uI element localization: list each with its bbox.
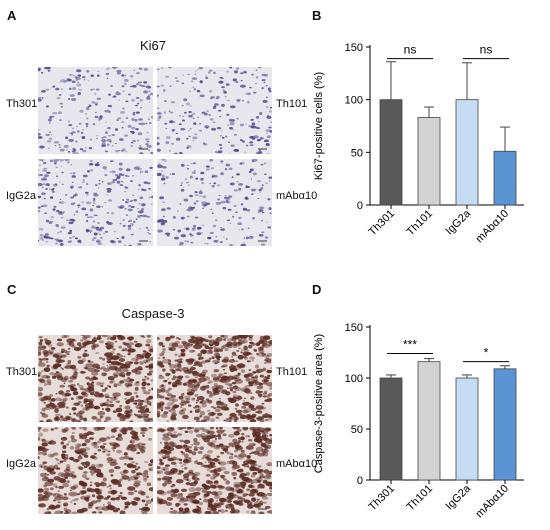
ki67-y-tick-label: 150 bbox=[345, 42, 363, 54]
casp-micrograph-th301 bbox=[38, 335, 153, 422]
panel-letter-c: C bbox=[7, 282, 17, 297]
panel-letter-b: B bbox=[312, 8, 322, 23]
casp-label-th301: Th301 bbox=[6, 366, 38, 378]
casp-category-label: Th301 bbox=[367, 483, 398, 514]
casp-bar bbox=[493, 368, 517, 481]
ki67-y-axis-label: Ki67-positive cells (%) bbox=[313, 72, 325, 180]
casp-micrograph-igg2a bbox=[38, 427, 153, 514]
ki67-title: Ki67 bbox=[139, 38, 167, 53]
ki67-micrograph-th301 bbox=[38, 67, 153, 154]
casp-category-label: mAbα10 bbox=[473, 483, 511, 521]
ki67-label-th301: Th301 bbox=[6, 98, 38, 110]
ki67-micrograph-th101 bbox=[157, 67, 272, 154]
ki67-significance-label: ns bbox=[404, 43, 417, 57]
panel-letter-a: A bbox=[7, 8, 17, 23]
ki67-y-tick-label: 0 bbox=[357, 200, 363, 212]
casp-label-igg2a: IgG2a bbox=[6, 458, 36, 470]
casp-micrograph-mabalpha10 bbox=[157, 427, 272, 514]
casp-y-tick-label: 150 bbox=[345, 322, 363, 334]
casp-label-mabalpha10: mAbα10 bbox=[276, 458, 318, 470]
ki67-label-mabalpha10: mAbα10 bbox=[276, 190, 318, 202]
ki67-y-tick-label: 100 bbox=[345, 95, 363, 107]
panel-letter-d: D bbox=[312, 282, 322, 297]
casp-y-tick-label: 100 bbox=[345, 373, 363, 385]
ki67-category-label: Th101 bbox=[405, 208, 436, 239]
ki67-y-tick-label: 50 bbox=[351, 147, 363, 159]
casp-category-label: Th101 bbox=[405, 483, 436, 514]
casp-y-axis-label: Caspase-3-positive area (%) bbox=[313, 334, 325, 473]
ki67-category-label: IgG2a bbox=[443, 207, 473, 237]
ki67-label-igg2a: IgG2a bbox=[6, 190, 36, 202]
ki67-bar-chart: Ki67-positive cells (%) 0 50 100 150 Th301 Th1… bbox=[313, 42, 524, 246]
ki67-bar bbox=[455, 99, 479, 206]
ki67-micrograph-igg2a bbox=[38, 159, 153, 246]
ki67-bar bbox=[417, 117, 441, 206]
casp-significance-label: *** bbox=[403, 338, 417, 352]
caspase-bar-chart: Caspase-3-positive area (%) 0 50 100 150 Th30… bbox=[313, 322, 524, 521]
casp-micrograph-th101 bbox=[157, 335, 272, 422]
ki67-micrograph-mabalpha10 bbox=[157, 159, 272, 246]
ki67-category-label: Th301 bbox=[367, 208, 398, 239]
ki67-bar bbox=[493, 150, 517, 206]
casp-y-tick-label: 50 bbox=[351, 424, 363, 436]
casp-bar bbox=[417, 361, 441, 481]
casp-label-th101: Th101 bbox=[276, 366, 308, 378]
casp-bar bbox=[379, 377, 403, 481]
ki67-category-label: mAbα10 bbox=[473, 208, 511, 246]
ki67-bar bbox=[379, 99, 403, 206]
casp-category-label: IgG2a bbox=[443, 482, 473, 512]
caspase-title: Caspase-3 bbox=[121, 306, 185, 321]
casp-bar bbox=[455, 377, 479, 481]
ki67-significance-label: ns bbox=[480, 43, 493, 57]
ki67-label-th101: Th101 bbox=[276, 98, 308, 110]
casp-significance-label: * bbox=[484, 346, 489, 360]
casp-y-tick-label: 0 bbox=[357, 475, 363, 487]
